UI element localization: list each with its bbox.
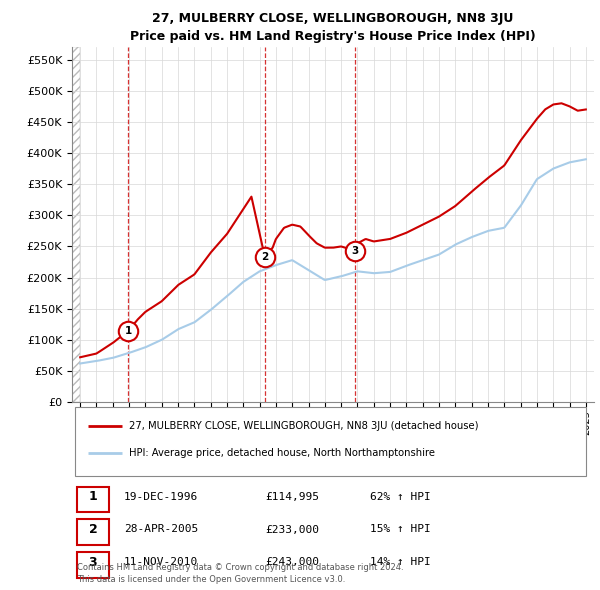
Text: Contains HM Land Registry data © Crown copyright and database right 2024.
This d: Contains HM Land Registry data © Crown c… <box>77 563 404 584</box>
Text: 28-APR-2005: 28-APR-2005 <box>124 525 199 535</box>
Text: 2: 2 <box>89 523 97 536</box>
Text: 1: 1 <box>89 490 97 503</box>
Text: 14% ↑ HPI: 14% ↑ HPI <box>370 558 430 567</box>
Text: 27, MULBERRY CLOSE, WELLINGBOROUGH, NN8 3JU (detached house): 27, MULBERRY CLOSE, WELLINGBOROUGH, NN8 … <box>130 421 479 431</box>
Text: 2: 2 <box>261 252 268 262</box>
Text: £114,995: £114,995 <box>265 491 319 502</box>
Text: £233,000: £233,000 <box>265 525 319 535</box>
Text: 15% ↑ HPI: 15% ↑ HPI <box>370 525 430 535</box>
FancyBboxPatch shape <box>74 407 586 476</box>
Bar <box>77 487 109 512</box>
Text: HPI: Average price, detached house, North Northamptonshire: HPI: Average price, detached house, Nort… <box>130 448 436 458</box>
Text: 1: 1 <box>125 326 132 336</box>
Bar <box>77 519 109 545</box>
Text: £243,000: £243,000 <box>265 558 319 567</box>
Text: 3: 3 <box>352 246 359 256</box>
Text: 11-NOV-2010: 11-NOV-2010 <box>124 558 199 567</box>
Title: 27, MULBERRY CLOSE, WELLINGBOROUGH, NN8 3JU
Price paid vs. HM Land Registry's Ho: 27, MULBERRY CLOSE, WELLINGBOROUGH, NN8 … <box>130 12 536 43</box>
Text: 62% ↑ HPI: 62% ↑ HPI <box>370 491 430 502</box>
Text: 19-DEC-1996: 19-DEC-1996 <box>124 491 199 502</box>
Bar <box>77 552 109 578</box>
Text: 3: 3 <box>89 556 97 569</box>
